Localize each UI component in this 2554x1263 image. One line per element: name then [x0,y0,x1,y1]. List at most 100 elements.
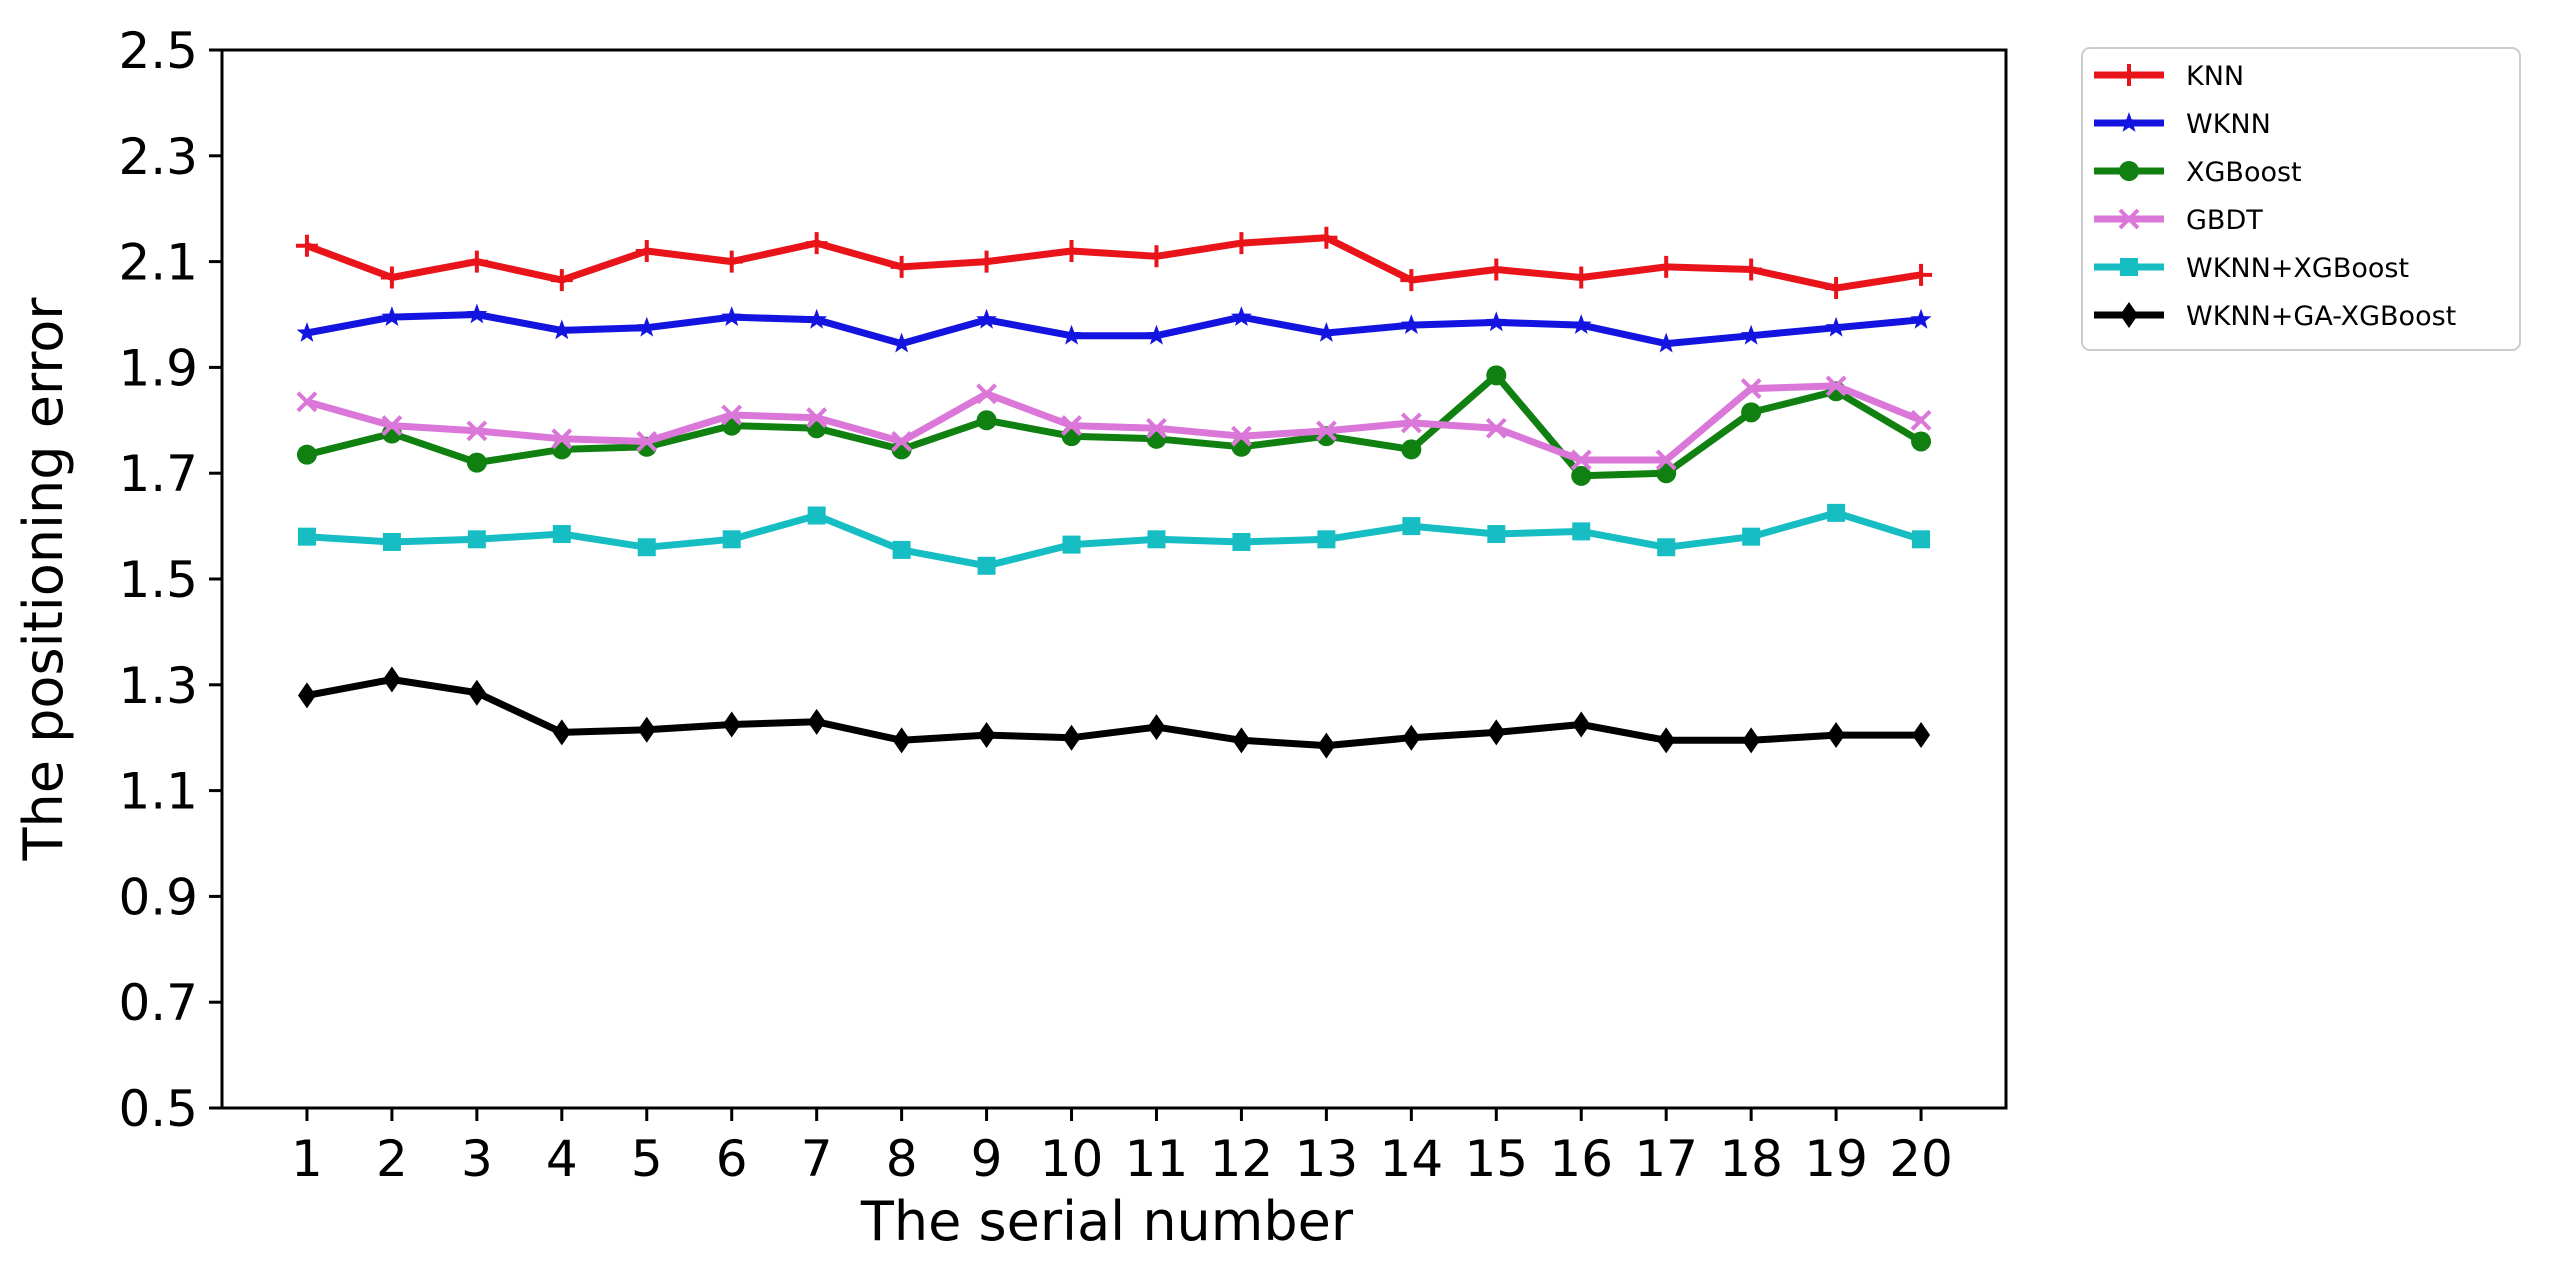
x-tick-label: 20 [1889,1130,1953,1188]
data-point-gbdt [1400,412,1422,434]
data-point-gbdt [1485,417,1507,439]
data-point-gbdt [976,383,997,405]
data-point-wknn-xgboost [1657,538,1676,557]
data-point-gbdt [466,420,488,442]
x-tick-label: 10 [1040,1130,1104,1188]
data-point-wknn [551,319,573,340]
series-wknn-xgboost [297,503,1931,575]
legend-item-knn: KNN [2094,61,2244,92]
data-point-xgboost [1656,463,1677,484]
data-point-wknn [721,306,743,326]
y-tick-label: 1.5 [118,551,198,609]
data-point-knn [1825,277,1848,300]
data-point-wknn [296,322,318,342]
legend-label: WKNN [2186,109,2271,140]
data-point-knn [975,250,998,273]
x-tick-label: 14 [1380,1130,1444,1188]
data-point-wknn-xgboost [1912,530,1931,549]
legend-label: XGBoost [2186,157,2302,188]
data-point-wknn-xgboost [297,527,316,546]
legend-marker-xgboost [2119,161,2139,181]
legend-marker-wknn-ga-xgboost [2120,302,2138,328]
data-point-wknn-xgboost [977,556,996,575]
data-point-wknn-xgboost [1062,535,1081,554]
data-point-wknn [466,303,488,324]
data-point-knn [1400,269,1423,292]
series-knn [295,226,1933,300]
data-point-wknn-ga-xgboost [552,719,571,746]
legend-label: GBDT [2186,205,2263,236]
data-point-wknn-xgboost [807,506,826,525]
data-point-wknn [1315,322,1337,342]
data-point-wknn-xgboost [1317,530,1336,549]
data-point-knn [805,232,828,255]
data-point-wknn-ga-xgboost [1912,722,1931,749]
data-point-gbdt [1740,378,1762,399]
legend-marker-knn [2118,64,2140,86]
series-wknn-ga-xgboost [297,666,1931,759]
data-point-wknn [1655,332,1677,353]
data-point-xgboost [1911,431,1932,452]
data-point-wknn-ga-xgboost [297,682,316,709]
y-tick-label: 2.5 [118,22,198,80]
data-point-wknn-ga-xgboost [1317,732,1336,759]
data-point-gbdt [721,404,743,426]
y-tick-label: 2.1 [118,234,198,292]
y-tick-label: 1.3 [118,657,198,715]
data-point-wknn [1485,311,1507,332]
data-point-wknn-xgboost [892,540,911,559]
data-point-gbdt [1146,417,1167,439]
data-point-wknn [806,308,828,329]
x-axis: 1 2 3 4 5 6 7 8 9 10 11 12 13 14 15 16 17 18 19 20 [291,1108,1953,1188]
x-tick-label: 19 [1804,1130,1868,1188]
legend-marker-wknn-xgboost [2120,258,2138,276]
series-gbdt [296,375,1932,471]
x-tick-label: 1 [291,1130,323,1188]
data-point-gbdt [551,428,573,450]
data-point-gbdt [1061,415,1082,437]
data-point-knn [1315,226,1338,249]
data-point-wknn-ga-xgboost [807,708,826,735]
data-point-wknn [1825,316,1847,337]
data-point-knn [1230,232,1253,255]
data-point-wknn [1740,324,1762,345]
data-point-wknn [1231,306,1252,326]
data-point-wknn-xgboost [382,532,401,551]
data-point-gbdt [636,431,658,452]
data-point-wknn-xgboost [1402,517,1421,536]
data-point-knn [1485,258,1508,281]
data-point-gbdt [381,415,403,437]
data-point-gbdt [1315,420,1337,442]
legend-item-xgboost: XGBoost [2094,157,2302,188]
data-point-wknn [636,316,658,337]
y-tick-label: 0.5 [118,1080,198,1138]
data-point-wknn [381,306,403,326]
data-point-knn [550,269,573,292]
data-point-wknn [1146,324,1167,345]
x-tick-label: 18 [1719,1130,1783,1188]
y-axis-label: The positioning error [12,297,75,862]
data-point-gbdt [1655,449,1677,471]
y-tick-label: 2.3 [118,128,198,186]
data-point-wknn-xgboost [1147,530,1166,549]
data-point-xgboost [1571,465,1592,486]
legend-item-wknn: WKNN [2094,109,2271,140]
data-point-wknn-ga-xgboost [1827,722,1846,749]
data-point-wknn-xgboost [637,538,656,557]
series-line-xgboost [306,371,1923,480]
data-point-wknn-ga-xgboost [892,727,911,754]
y-tick-label: 0.7 [118,974,198,1032]
y-axis: 0.5 0.7 0.9 1.1 1.3 1.5 1.7 1.9 2.1 2.3 2.5 [118,22,222,1138]
data-point-wknn-xgboost [722,530,741,549]
data-point-gbdt [806,407,828,429]
data-point-wknn-ga-xgboost [467,679,486,706]
data-point-wknn [976,308,997,329]
data-point-knn [720,250,743,273]
data-point-gbdt [1825,375,1847,397]
data-point-wknn-ga-xgboost [1147,714,1166,741]
data-point-wknn-ga-xgboost [1402,724,1421,751]
series-line-wknn-ga-xgboost [306,676,1921,750]
data-point-wknn [891,332,913,353]
data-point-wknn-ga-xgboost [1062,724,1081,751]
data-point-knn [1060,240,1083,263]
